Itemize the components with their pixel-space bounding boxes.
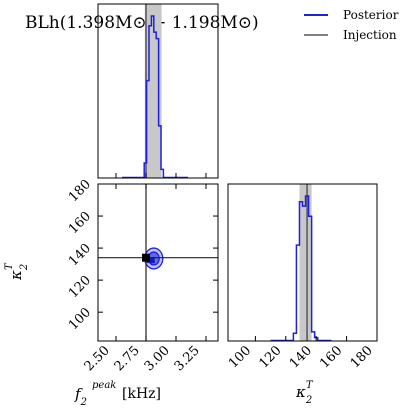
joint-y-tick-label-1: 120 bbox=[66, 273, 94, 301]
marginal-f2-panel bbox=[97, 3, 219, 179]
kappa-x-tick-label-0: 100 bbox=[226, 343, 254, 371]
legend-posterior-label: Posterior bbox=[343, 8, 399, 22]
y-axis-label-kappa: κ2 T bbox=[4, 262, 30, 281]
chart-title: BLh(1.398M⊙ − 1.198M⊙) bbox=[25, 13, 259, 33]
joint-injection-marker bbox=[142, 253, 150, 262]
title: BLh(1.398M⊙ − 1.198M⊙) bbox=[25, 13, 259, 33]
legend-injection-label: Injection bbox=[343, 28, 397, 42]
joint-x-tick-label-0: 2.50 bbox=[82, 343, 113, 374]
x-axis-label-kappa: κ2 T bbox=[295, 380, 314, 406]
joint-panel: 2.502.753.003.25 100 120 140 160 180 bbox=[66, 177, 219, 374]
f2-panel-frame bbox=[97, 3, 219, 179]
f2-symbol: f2 bbox=[74, 385, 87, 408]
kappa-x-superscript: T bbox=[306, 380, 314, 391]
kappa-y-superscript: T bbox=[4, 262, 15, 270]
kappa-x-tick-label-4: 180 bbox=[348, 343, 376, 371]
kappa-panel-frame bbox=[227, 183, 378, 342]
kappa-histogram bbox=[270, 195, 332, 342]
kappa-x-tick-label-3: 160 bbox=[317, 343, 345, 371]
joint-y-tick-label-0: 100 bbox=[66, 305, 94, 333]
kappa-x-tick-label-2: 140 bbox=[287, 343, 315, 371]
f2-histogram bbox=[122, 15, 188, 179]
legend: Posterior Injection bbox=[304, 8, 399, 42]
kappa-x-tick-label-1: 120 bbox=[256, 343, 284, 371]
joint-panel-frame bbox=[97, 183, 219, 342]
joint-x-tick-label-2: 3.00 bbox=[142, 343, 173, 374]
joint-peak-marker bbox=[146, 257, 155, 264]
f2-unit: [kHz] bbox=[122, 386, 161, 402]
joint-y-tick-label-2: 140 bbox=[66, 241, 94, 269]
marginal-kappa-panel: 100 120 140 160 180 bbox=[226, 183, 378, 371]
joint-y-tick-label-4: 180 bbox=[66, 177, 94, 205]
joint-y-tick-label-3: 160 bbox=[66, 209, 94, 237]
joint-x-tick-label-1: 2.75 bbox=[112, 343, 143, 374]
kappa-credible-band bbox=[299, 184, 312, 341]
joint-x-tick-label-3: 3.25 bbox=[172, 343, 203, 374]
x-axis-label-f2: f2 peak [kHz] bbox=[74, 380, 161, 408]
f2-superscript: peak bbox=[92, 380, 116, 391]
